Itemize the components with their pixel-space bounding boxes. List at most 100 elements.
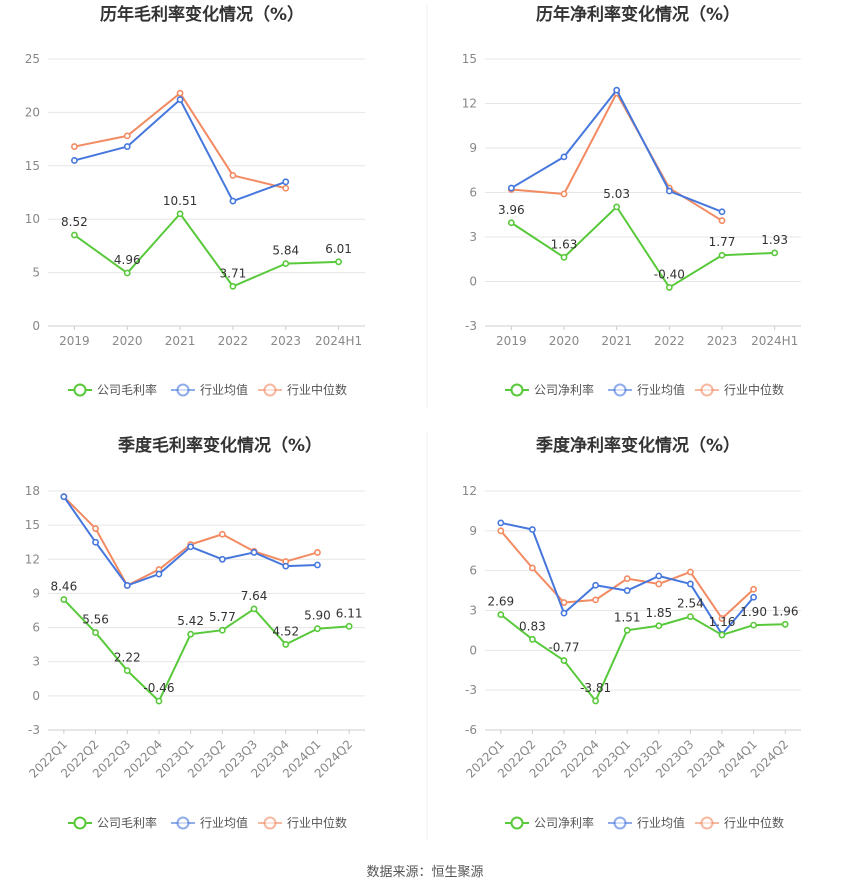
chart-0-legend-2-marker bbox=[263, 383, 277, 397]
chart-3-data-label-8: 1.90 bbox=[740, 605, 767, 619]
chart-1-series-0-point-4 bbox=[718, 251, 726, 259]
chart-2-series-1-point-3 bbox=[155, 570, 163, 578]
chart-3-series-2-point-8 bbox=[750, 585, 757, 593]
chart-1-series-2-point-4 bbox=[718, 217, 726, 225]
chart-1-title: 历年净利率变化情况（%） bbox=[536, 4, 740, 25]
chart-3-ytick-1: -3 bbox=[465, 683, 477, 697]
chart-3-ytick-0: -6 bbox=[465, 723, 477, 737]
chart-3-series-0-point-1 bbox=[529, 635, 536, 643]
chart-0-series-2-point-0 bbox=[71, 143, 78, 150]
chart-1-series-1-point-2 bbox=[613, 86, 621, 94]
chart-3-legend-0-marker bbox=[510, 816, 524, 830]
chart-2-series-1-point-2 bbox=[123, 582, 131, 589]
chart-1-xtick-1: 2020 bbox=[549, 334, 580, 348]
chart-0-series-1-point-1 bbox=[123, 143, 131, 150]
chart-0-ytick-4: 20 bbox=[25, 105, 40, 119]
chart-3-legend-2-marker bbox=[700, 816, 714, 830]
chart-0-series-1-line bbox=[74, 98, 287, 203]
chart-3-data-label-3: -3.81 bbox=[580, 681, 611, 695]
chart-0-data-label-2: 10.51 bbox=[163, 194, 197, 208]
chart-2-legend-1-label: 行业均值 bbox=[200, 815, 248, 830]
chart-2-data-label-3: -0.46 bbox=[143, 681, 174, 695]
chart-3-series-0-point-6 bbox=[687, 613, 694, 621]
chart-1-series-0-point-1 bbox=[560, 253, 568, 261]
chart-0-ytick-0: 0 bbox=[32, 319, 40, 333]
chart-2-data-label-6: 7.64 bbox=[241, 589, 268, 603]
chart-2-series-0-point-8 bbox=[314, 625, 321, 633]
chart-2-series-2-point-1 bbox=[92, 525, 99, 532]
chart-2-legend-1-marker bbox=[176, 816, 190, 830]
chart-0-legend-1-marker bbox=[176, 383, 190, 397]
chart-1-legend-0-label: 公司净利率 bbox=[534, 382, 594, 397]
chart-2-series-2-point-8 bbox=[314, 549, 321, 556]
chart-2-ytick-6: 15 bbox=[25, 518, 40, 532]
chart-1-ytick-5: 12 bbox=[462, 97, 477, 111]
chart-0-series-1-point-4 bbox=[282, 178, 290, 186]
chart-2-legend-2-marker bbox=[263, 816, 277, 830]
chart-1-ytick-1: 0 bbox=[469, 275, 477, 289]
chart-2-series-1-point-7 bbox=[282, 562, 290, 570]
chart-3-legend-1-label: 行业均值 bbox=[637, 815, 685, 830]
chart-2-data-label-1: 5.56 bbox=[82, 613, 109, 627]
chart-0-data-label-0: 8.52 bbox=[61, 215, 88, 229]
chart-2-series-0-point-3 bbox=[155, 697, 163, 705]
chart-2-series-0-point-7 bbox=[282, 641, 290, 648]
chart-3-data-label-2: -0.77 bbox=[548, 641, 579, 655]
chart-0-series-1-point-3 bbox=[229, 197, 237, 205]
chart-1-xtick-3: 2022 bbox=[654, 334, 685, 348]
chart-0-ytick-2: 10 bbox=[25, 212, 40, 226]
chart-0-series-2-point-1 bbox=[123, 132, 131, 140]
chart-2-series-2-line bbox=[63, 495, 318, 587]
chart-2-series-0-point-9 bbox=[345, 622, 353, 630]
chart-2-data-label-8: 5.90 bbox=[304, 609, 331, 623]
chart-0-title: 历年毛利率变化情况（%） bbox=[100, 4, 304, 25]
chart-2-series-1-point-4 bbox=[187, 543, 195, 551]
chart-1-xtick-0: 2019 bbox=[496, 334, 527, 348]
chart-2-ytick-7: 18 bbox=[25, 484, 40, 498]
chart-3-series-1-point-1 bbox=[529, 526, 536, 533]
chart-2-series-1-point-8 bbox=[314, 561, 321, 569]
chart-1-series-0-point-0 bbox=[507, 219, 515, 227]
chart-0-series-2-point-3 bbox=[229, 172, 237, 179]
chart-3-series-2-point-3 bbox=[592, 596, 599, 604]
chart-0-xtick-3: 2022 bbox=[218, 334, 249, 348]
chart-1-data-label-2: 5.03 bbox=[603, 187, 630, 201]
chart-3-data-label-4: 1.51 bbox=[614, 610, 641, 624]
chart-0-series-0-point-4 bbox=[282, 260, 290, 268]
chart-1-legend-2-marker bbox=[700, 383, 714, 397]
chart-0-series-2-line bbox=[74, 92, 286, 190]
chart-0-series-2-point-4 bbox=[282, 184, 290, 192]
chart-0-data-label-3: 3.71 bbox=[220, 266, 247, 280]
chart-3-title: 季度净利率变化情况（%） bbox=[536, 435, 740, 456]
chart-2-legend-0-marker bbox=[73, 816, 87, 830]
chart-3-data-label-5: 1.85 bbox=[645, 606, 672, 620]
chart-2-series-1-point-5 bbox=[218, 555, 226, 563]
chart-3-data-label-7: 1.16 bbox=[709, 615, 736, 629]
chart-2-ytick-3: 6 bbox=[32, 621, 40, 635]
chart-2-series-1-point-1 bbox=[92, 538, 99, 546]
chart-1-data-label-3: -0.40 bbox=[654, 267, 685, 281]
chart-3-series-2-point-7 bbox=[718, 615, 726, 622]
chart-3-series-1-point-6 bbox=[687, 580, 694, 588]
chart-3-series-2-point-1 bbox=[529, 564, 536, 572]
chart-0-data-label-1: 4.96 bbox=[114, 253, 141, 267]
chart-0-series-1-point-0 bbox=[71, 157, 78, 164]
chart-0-series-0-point-2 bbox=[176, 210, 184, 218]
chart-3-data-label-6: 2.54 bbox=[677, 597, 704, 611]
chart-2-ytick-2: 3 bbox=[32, 655, 40, 669]
chart-2-legend-2-label: 行业中位数 bbox=[287, 815, 347, 830]
chart-1-data-label-4: 1.77 bbox=[709, 235, 736, 249]
chart-0-data-label-5: 6.01 bbox=[325, 242, 352, 256]
chart-3-series-0-point-5 bbox=[655, 622, 663, 630]
chart-2-series-2-point-5 bbox=[218, 530, 226, 538]
chart-3-series-1-point-8 bbox=[750, 593, 757, 601]
chart-0-xtick-2: 2021 bbox=[165, 334, 196, 348]
chart-2-legend-0-label: 公司毛利率 bbox=[97, 815, 157, 830]
chart-0-ytick-3: 15 bbox=[25, 159, 40, 173]
chart-3-legend-0-label: 公司净利率 bbox=[534, 815, 594, 830]
chart-1-legend-0-marker bbox=[510, 383, 524, 397]
chart-3-data-label-9: 1.96 bbox=[772, 604, 799, 618]
chart-3-series-1-point-0 bbox=[497, 519, 505, 527]
